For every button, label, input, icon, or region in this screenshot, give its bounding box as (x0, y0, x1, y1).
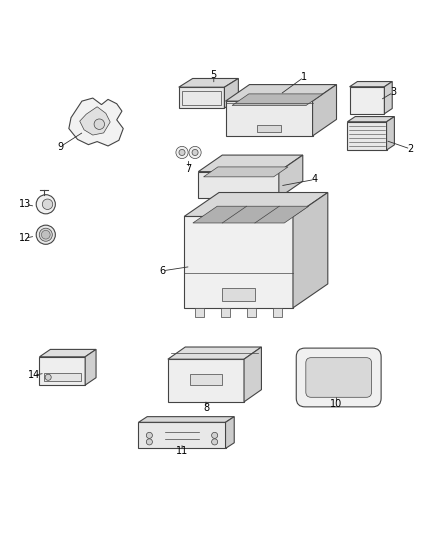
Polygon shape (80, 107, 110, 135)
Polygon shape (190, 375, 222, 385)
Polygon shape (85, 350, 96, 385)
Circle shape (192, 149, 198, 156)
Polygon shape (226, 85, 336, 101)
Circle shape (146, 439, 152, 445)
Polygon shape (387, 117, 394, 150)
Polygon shape (313, 85, 336, 136)
Text: 9: 9 (57, 142, 63, 152)
Polygon shape (221, 308, 230, 318)
Circle shape (146, 432, 152, 439)
Text: 4: 4 (312, 174, 318, 184)
FancyBboxPatch shape (306, 358, 371, 397)
Text: 7: 7 (185, 164, 192, 174)
Polygon shape (222, 288, 255, 301)
Polygon shape (204, 167, 288, 177)
Polygon shape (193, 206, 309, 223)
Circle shape (42, 199, 53, 209)
Circle shape (176, 147, 188, 158)
Polygon shape (138, 422, 226, 448)
Polygon shape (39, 357, 85, 385)
Polygon shape (226, 417, 234, 448)
Circle shape (94, 119, 105, 130)
Circle shape (179, 149, 185, 156)
Polygon shape (44, 373, 81, 381)
Polygon shape (198, 155, 303, 172)
Polygon shape (168, 347, 261, 359)
Polygon shape (385, 82, 392, 114)
Polygon shape (138, 417, 234, 422)
Polygon shape (69, 98, 123, 146)
Polygon shape (232, 94, 323, 106)
Circle shape (212, 439, 218, 445)
Text: 10: 10 (330, 399, 343, 409)
Circle shape (189, 147, 201, 158)
Polygon shape (257, 125, 281, 133)
Polygon shape (168, 359, 244, 402)
Text: 3: 3 (390, 87, 396, 98)
Circle shape (45, 374, 51, 381)
Text: 6: 6 (159, 266, 166, 276)
Polygon shape (350, 87, 385, 114)
Polygon shape (195, 308, 204, 318)
FancyBboxPatch shape (296, 348, 381, 407)
Polygon shape (247, 308, 256, 318)
Polygon shape (226, 101, 313, 136)
Circle shape (39, 228, 52, 241)
Polygon shape (184, 216, 293, 308)
Polygon shape (293, 192, 328, 308)
Circle shape (36, 195, 55, 214)
Text: 2: 2 (407, 144, 413, 154)
Polygon shape (244, 347, 261, 402)
Polygon shape (347, 122, 387, 150)
Text: 1: 1 (301, 72, 307, 82)
Polygon shape (179, 87, 224, 108)
Polygon shape (279, 155, 303, 198)
Circle shape (36, 225, 55, 244)
Polygon shape (198, 172, 279, 198)
Text: 8: 8 (203, 403, 209, 413)
Text: 14: 14 (28, 370, 40, 381)
Polygon shape (184, 192, 328, 216)
Polygon shape (347, 117, 394, 122)
Polygon shape (273, 308, 282, 318)
Circle shape (212, 432, 218, 439)
Text: 5: 5 (211, 70, 217, 80)
Polygon shape (39, 350, 96, 357)
Text: 11: 11 (176, 447, 188, 456)
Text: 13: 13 (19, 199, 32, 209)
Text: 12: 12 (19, 233, 32, 243)
Polygon shape (350, 82, 392, 87)
Circle shape (42, 230, 50, 239)
Polygon shape (224, 78, 238, 108)
Polygon shape (179, 78, 238, 87)
